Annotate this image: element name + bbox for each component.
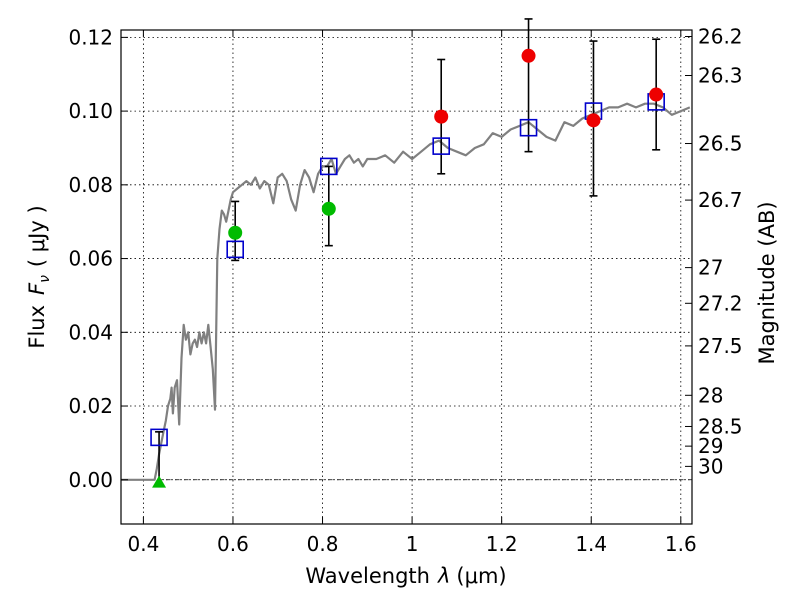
y-axis-label: FluxFν( μJy ) xyxy=(25,205,53,348)
plot-layer xyxy=(121,18,691,488)
y-tick-label: 0.06 xyxy=(68,247,113,271)
y2-axis-label: Magnitude (AB) xyxy=(755,201,779,364)
x-tick-label: 1.2 xyxy=(486,532,518,556)
x-tick-label: 1.4 xyxy=(575,532,607,556)
x-tick-label: 1.6 xyxy=(665,532,697,556)
mag-tick-label: 27.5 xyxy=(698,334,743,358)
y-tick-label: 0.08 xyxy=(68,173,113,197)
tick-layer: 0.4 0.6 0.8 1 1.2 1.4 1.6 0.00 0.02 0.04 0.06 0.08 0… xyxy=(68,25,742,556)
observed-circle-marker xyxy=(434,109,449,124)
observed-circle-marker xyxy=(321,201,336,216)
mag-tick-label: 28 xyxy=(698,383,723,407)
observed-circle-marker xyxy=(649,87,664,102)
x-tick-label: 0.6 xyxy=(217,532,249,556)
x-tick-label: 0.4 xyxy=(127,532,159,556)
mag-tick-label: 26.7 xyxy=(698,188,743,212)
x-tick-label: 1 xyxy=(406,532,419,556)
mag-tick-label: 28.5 xyxy=(698,414,743,438)
model-square-marker xyxy=(319,157,338,176)
y-tick-label: 0.12 xyxy=(68,25,113,49)
mag-tick-label: 26.3 xyxy=(698,64,743,88)
mag-tick-label: 26.5 xyxy=(698,132,743,156)
model-square-marker xyxy=(226,240,244,259)
mag-tick-label: 30 xyxy=(698,454,723,478)
x-axis-label: Wavelength λ (μm) xyxy=(305,564,506,588)
plot-frame xyxy=(120,29,693,525)
spectrum-line xyxy=(121,102,691,481)
model-square-marker xyxy=(432,137,451,155)
mag-tick-label: 26.2 xyxy=(698,25,743,49)
observed-circle-marker xyxy=(228,225,243,240)
y-tick-label: 0.00 xyxy=(68,468,113,492)
model-square-marker xyxy=(519,118,538,137)
y-tick-label: 0.02 xyxy=(68,394,113,418)
x-tick-label: 0.8 xyxy=(307,532,339,556)
mag-tick-label: 27.2 xyxy=(698,291,743,315)
upper-limit-triangle xyxy=(152,475,167,488)
observed-circle-marker xyxy=(521,48,536,63)
y-tick-label: 0.10 xyxy=(68,99,113,123)
mag-tick-label: 29 xyxy=(698,434,723,458)
y-tick-label: 0.04 xyxy=(68,320,113,344)
observed-circle-marker xyxy=(586,113,601,128)
mag-tick-label: 27 xyxy=(698,256,723,280)
model-square-marker xyxy=(150,428,168,447)
